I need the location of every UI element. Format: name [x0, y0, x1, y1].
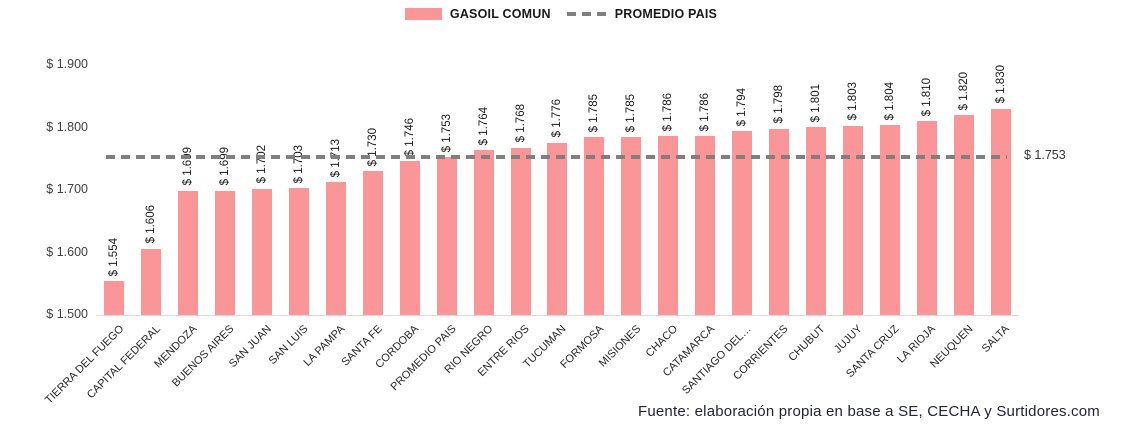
bar-slot: $ 1.699 BUENOS AIRES: [170, 65, 244, 389]
bar: [879, 125, 900, 315]
bar-value-label: $ 1.699: [219, 147, 232, 186]
category-label: CAPITAL FEDERAL: [84, 323, 163, 402]
legend-item-gasoil-comun: GASOIL COMUN: [404, 7, 551, 21]
bar: [399, 161, 420, 315]
bar-slot: $ 1.803 JUJUY: [832, 65, 871, 355]
category-label: SANTIAGO DEL…: [679, 323, 754, 397]
bar-value-label: $ 1.810: [920, 77, 933, 117]
y-axis: $ 1.500 $ 1.600 $ 1.700 $ 1.800 $ 1.900: [0, 57, 88, 321]
bar-value-label: $ 1.753: [440, 113, 453, 152]
category-label: CHUBUT: [786, 323, 828, 364]
bar: [547, 142, 568, 315]
y-axis-tick-label: $ 1.500: [46, 307, 88, 321]
bar-value-label: $ 1.606: [145, 205, 158, 244]
legend-item-promedio-pais: PROMEDIO PAIS: [566, 7, 718, 21]
bar: [215, 190, 236, 315]
bar-value-label: $ 1.803: [846, 82, 859, 121]
bar-slot: $ 1.764 RIO NEGRO: [442, 65, 502, 376]
bar-value-label: $ 1.820: [957, 71, 970, 110]
bar-value-label: $ 1.798: [773, 85, 785, 124]
bar: [805, 126, 826, 315]
bar-slot: $ 1.699 MENDOZA: [152, 65, 207, 370]
bar: [289, 188, 310, 315]
bar-slot: $ 1.794 SANTIAGO DEL…: [680, 65, 761, 397]
y-axis-tick-label: $ 1.700: [46, 182, 88, 196]
source-note: Fuente: elaboración propia en base a SE,…: [637, 403, 1100, 420]
bar-slot: $ 1.801 CHUBUT: [787, 65, 834, 364]
bar-series-swatch-icon: [404, 8, 442, 20]
average-line-label: $ 1.753: [1024, 147, 1066, 162]
bar-slot: $ 1.798 CORRIENTES: [731, 65, 798, 382]
bar-slot: $ 1.786 CHACO: [643, 65, 687, 360]
bar-value-label: $ 1.786: [662, 92, 675, 132]
y-axis-tick-label: $ 1.800: [46, 119, 88, 134]
bar: [584, 136, 605, 315]
category-label: CHACO: [643, 323, 680, 360]
bar-value-label: $ 1.703: [293, 144, 306, 184]
bar: [252, 188, 273, 315]
bar-value-label: $ 1.554: [108, 237, 121, 277]
bar-slot: $ 1.703 SAN LUIS: [267, 65, 318, 367]
bar-value-label: $ 1.786: [699, 92, 712, 132]
bar: [621, 136, 642, 315]
bar-value-label: $ 1.702: [256, 145, 269, 184]
bar-value-label: $ 1.746: [403, 117, 416, 157]
chart-legend: GASOIL COMUN PROMEDIO PAIS: [0, 7, 1122, 21]
bar-value-label: $ 1.764: [477, 106, 490, 145]
bar-value-label: $ 1.730: [366, 127, 379, 167]
category-label: SALTA: [980, 323, 1013, 355]
category-label: PROMEDIO PAIS: [388, 323, 459, 394]
bar-slot: $ 1.768 ENTRE RIOS: [476, 65, 539, 379]
bar: [325, 181, 346, 315]
bar-slot: $ 1.786 CATAMARCA: [660, 65, 724, 379]
bar: [953, 115, 974, 315]
bar: [436, 156, 457, 315]
bar: [473, 150, 494, 315]
bar: [658, 136, 679, 315]
dashed-line-swatch-icon: [566, 12, 607, 16]
bar-value-label: $ 1.830: [994, 65, 1007, 104]
legend-label-promedio-pais: PROMEDIO PAIS: [614, 7, 718, 21]
bar: [916, 121, 937, 315]
bar-slot: $ 1.810 LA RIOJA: [896, 65, 945, 366]
plot-area: $ 1.554 TIERRA DEL FUEGO $ 1.606 CAPITAL FE…: [43, 65, 1019, 407]
bar: [732, 131, 753, 315]
average-line: [106, 154, 1007, 159]
bar-value-label: $ 1.785: [588, 93, 601, 132]
bar-slot: $ 1.785 FORMOSA: [558, 65, 613, 371]
y-axis-tick-label: $ 1.600: [46, 244, 88, 259]
legend-label-gasoil-comun: GASOIL COMUN: [449, 7, 551, 21]
bar-slot: $ 1.830 SALTA: [980, 65, 1019, 355]
bar: [990, 108, 1011, 315]
bar-slot: $ 1.554 TIERRA DEL FUEGO: [43, 65, 133, 407]
bar-value-label: $ 1.699: [182, 147, 195, 186]
bar-value-label: $ 1.768: [514, 104, 527, 143]
bar-slot: $ 1.713 LA PAMPA: [302, 65, 355, 369]
bar-value-label: $ 1.804: [883, 81, 896, 120]
y-axis-tick-label: $ 1.900: [46, 57, 88, 71]
bar: [362, 171, 383, 315]
bar-slot: $ 1.820 NEUQUEN: [928, 65, 982, 371]
bar: [695, 136, 716, 315]
bar-slot: $ 1.730 SANTA FE: [339, 65, 391, 369]
bar-slot: $ 1.702 SAN JUAN: [227, 65, 281, 370]
category-label: JUJUY: [831, 323, 865, 356]
bar-value-label: $ 1.785: [625, 93, 638, 132]
bar-slot: $ 1.606 CAPITAL FEDERAL: [85, 65, 170, 401]
bar: [178, 190, 199, 315]
bar: [104, 281, 125, 315]
bar-value-label: $ 1.801: [809, 83, 822, 122]
bar: [769, 128, 789, 315]
bar-slot: $ 1.746 CORDOBA: [373, 65, 428, 371]
bar-slot: $ 1.753 PROMEDIO PAIS: [388, 65, 465, 394]
bar: [141, 248, 162, 315]
bar-slot: $ 1.776 TUCUMAN: [522, 65, 576, 370]
bar-value-label: $ 1.776: [551, 99, 564, 138]
bar-slot: $ 1.804 SANTA CRUZ: [844, 65, 908, 381]
bar-value-label: $ 1.794: [736, 87, 749, 127]
bar: [842, 125, 863, 315]
bar-slot: $ 1.785 MISIONES: [596, 65, 650, 370]
bar: [510, 147, 531, 315]
